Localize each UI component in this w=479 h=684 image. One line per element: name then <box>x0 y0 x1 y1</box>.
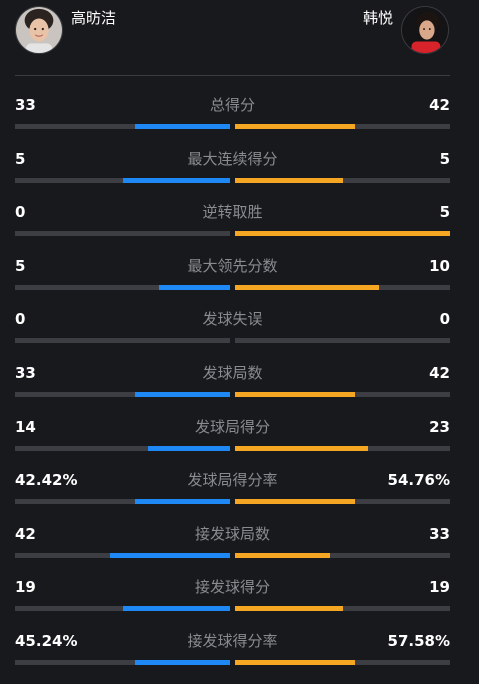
stat-right-bar-track <box>235 124 450 129</box>
stat-row: 0 发球失误 0 <box>0 308 479 362</box>
stat-right-value: 10 <box>429 256 450 275</box>
stat-left-bar-fill <box>135 659 230 665</box>
stat-label: 接发球得分 <box>194 578 270 597</box>
stat-right-bar-track <box>235 391 450 397</box>
stat-row: 33 总得分 42 <box>0 94 479 148</box>
player-left-name[interactable]: 高昉洁 <box>71 9 117 27</box>
stats-list: 33 总得分 42 5 最大连续得分 5 0 逆转取胜 5 5 最大领先分数 1… <box>0 94 479 684</box>
stat-left-bar-track <box>15 338 230 344</box>
stat-left-bar-fill <box>159 284 230 290</box>
stat-left-bar-fill <box>109 552 230 558</box>
stat-left-bar-fill <box>148 445 230 451</box>
stat-right-bar-fill <box>235 445 369 451</box>
stat-right-bar-fill <box>235 177 343 183</box>
player-portrait-icon <box>402 7 448 53</box>
stat-right-bar-fill <box>235 124 356 129</box>
header-divider <box>15 75 450 76</box>
stat-left-value: 33 <box>15 363 36 382</box>
stat-row: 42.42% 发球局得分率 54.76% <box>0 469 479 523</box>
stat-left-bar-track <box>15 445 230 451</box>
stat-label: 发球局得分率 <box>187 471 278 490</box>
stat-right-value: 42 <box>429 96 450 114</box>
stat-left-value: 0 <box>15 203 26 222</box>
stat-right-bar-track <box>235 445 450 451</box>
stat-right-value: 19 <box>429 578 450 597</box>
stat-right-bar-track <box>235 177 450 183</box>
stat-left-value: 5 <box>15 256 26 275</box>
stat-row: 5 最大连续得分 5 <box>0 148 479 202</box>
stat-left-value: 19 <box>15 578 36 597</box>
stat-row: 5 最大领先分数 10 <box>0 255 479 309</box>
stat-label: 发球失误 <box>202 310 263 329</box>
stat-left-value: 5 <box>15 149 26 168</box>
match-header: 高昉洁 韩悦 <box>0 0 479 76</box>
player-right-name[interactable]: 韩悦 <box>362 9 393 27</box>
player-portrait-icon <box>16 7 62 53</box>
stat-left-bar-fill <box>135 391 230 397</box>
stat-right-bar-fill <box>235 659 356 665</box>
stat-left-bar-track <box>15 284 230 290</box>
stat-left-value: 0 <box>15 310 26 329</box>
stat-right-bar-fill <box>235 391 356 397</box>
stat-right-bar-fill <box>235 499 356 505</box>
stat-right-bar-track <box>235 338 450 344</box>
stat-left-bar-fill <box>122 606 230 612</box>
stat-right-bar-fill <box>235 552 330 558</box>
stat-row: 14 发球局得分 23 <box>0 416 479 470</box>
stat-label: 发球局得分 <box>194 417 270 436</box>
stat-label: 逆转取胜 <box>202 203 263 222</box>
stat-left-value: 42 <box>15 524 36 543</box>
stat-left-bar-fill <box>122 177 230 183</box>
stat-row: 42 接发球局数 33 <box>0 523 479 577</box>
stat-right-value: 33 <box>429 524 450 543</box>
stat-label: 总得分 <box>209 96 255 114</box>
stat-left-value: 45.24% <box>15 631 78 650</box>
stat-right-bar-track <box>235 552 450 558</box>
stat-left-bar-track <box>15 231 230 237</box>
player-left-avatar[interactable] <box>15 6 63 54</box>
stat-left-bar-track <box>15 499 230 505</box>
stat-left-bar-track <box>15 177 230 183</box>
stat-right-value: 5 <box>439 203 450 222</box>
stat-label: 接发球局数 <box>194 524 270 543</box>
stat-row: 0 逆转取胜 5 <box>0 201 479 255</box>
stat-row: 33 发球局数 42 <box>0 362 479 416</box>
player-right-avatar[interactable] <box>401 6 449 54</box>
stat-right-value: 57.58% <box>387 631 450 650</box>
stat-left-bar-track <box>15 124 230 129</box>
stat-left-value: 14 <box>15 417 36 436</box>
stat-right-bar-track <box>235 606 450 612</box>
stat-row: 45.24% 接发球得分率 57.58% <box>0 630 479 684</box>
stat-right-bar-track <box>235 284 450 290</box>
stat-label: 最大连续得分 <box>187 149 278 168</box>
stat-left-bar-track <box>15 606 230 612</box>
stat-right-value: 42 <box>429 363 450 382</box>
stat-right-bar-track <box>235 231 450 237</box>
stat-right-bar-fill <box>235 606 343 612</box>
stat-right-value: 54.76% <box>387 471 450 490</box>
stat-right-value: 0 <box>439 310 450 329</box>
stat-label: 最大领先分数 <box>187 256 278 275</box>
stat-right-bar-fill <box>235 231 450 237</box>
stat-label: 发球局数 <box>202 363 263 382</box>
stat-right-bar-fill <box>235 284 380 290</box>
stat-left-bar-track <box>15 552 230 558</box>
stat-row: 19 接发球得分 19 <box>0 576 479 630</box>
stat-right-bar-track <box>235 659 450 665</box>
stat-right-value: 23 <box>429 417 450 436</box>
stat-left-bar-track <box>15 659 230 665</box>
stat-left-bar-fill <box>135 499 230 505</box>
stat-left-value: 42.42% <box>15 471 78 490</box>
stat-right-value: 5 <box>439 149 450 168</box>
stat-right-bar-track <box>235 499 450 505</box>
stat-left-bar-fill <box>135 124 230 129</box>
stat-left-value: 33 <box>15 96 36 114</box>
stat-label: 接发球得分率 <box>187 631 278 650</box>
stat-left-bar-track <box>15 391 230 397</box>
